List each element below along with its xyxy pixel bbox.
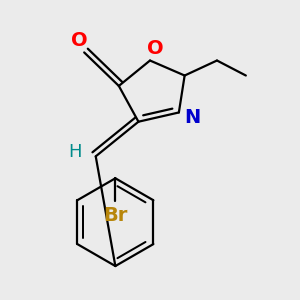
Text: H: H (68, 143, 82, 161)
Text: O: O (148, 40, 164, 58)
Text: Br: Br (103, 206, 128, 225)
Text: O: O (71, 32, 88, 50)
Text: N: N (184, 108, 201, 127)
